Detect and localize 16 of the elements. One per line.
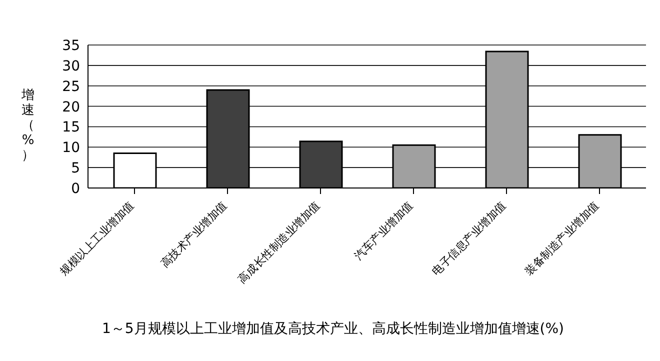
- y-tick-label: 25: [62, 78, 80, 95]
- x-tick-label: 装备制造产业增加值: [522, 198, 602, 278]
- x-tick-label: 电子信息产业增加值: [429, 198, 509, 278]
- y-axis-title: 增速（%）: [20, 88, 36, 163]
- x-tick-label: 高技术产业增加值: [158, 198, 230, 270]
- y-tick-label: 10: [62, 140, 80, 156]
- y-tick-label: 15: [62, 120, 80, 136]
- text: 1～5月规模以上工业增加值及高技术产业、高成长性制造业增加值增速(%): [100, 320, 566, 338]
- x-tick-label: 规模以上工业增加值: [57, 198, 137, 278]
- y-tick-label: 20: [62, 99, 80, 116]
- x-tick-label: 汽车产业增加值: [352, 198, 416, 263]
- x-tick-label: 高成长性制造业增加值: [236, 198, 323, 286]
- y-tick-label: 5: [71, 160, 80, 177]
- y-tick-label: 30: [62, 58, 80, 74]
- y-tick-label: 0: [71, 180, 80, 197]
- y-tick-label: 35: [62, 38, 80, 54]
